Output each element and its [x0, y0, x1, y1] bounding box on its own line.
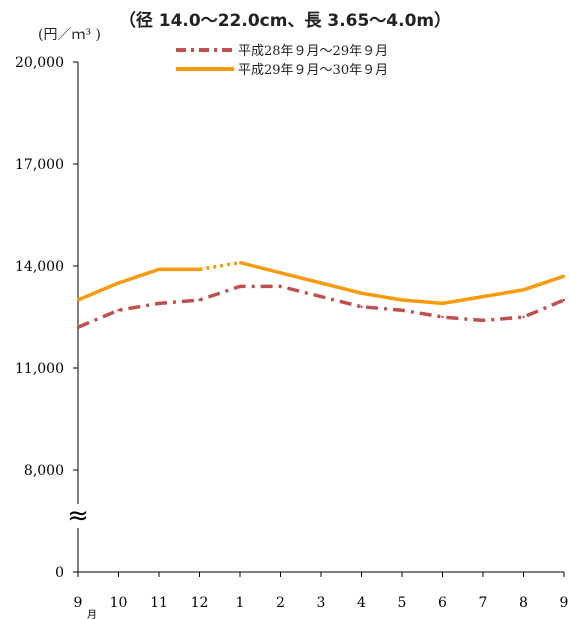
series-1-point-10 [481, 319, 485, 322]
x-tick-label-4: 1 [236, 595, 245, 611]
legend-label-series-1: 平成28年９月～29年９月 [238, 44, 389, 59]
x-tick-label-8: 5 [398, 595, 407, 611]
legend-item-series-1: 平成28年９月～29年９月 [174, 40, 388, 59]
x-tick-label-11: 8 [519, 595, 528, 611]
legend-item-series-2: 平成29年９月～30年９月 [174, 59, 388, 78]
series-1-point-9 [441, 315, 444, 319]
series-2-point-2 [157, 268, 161, 271]
x-tick-label-5: 2 [276, 595, 285, 611]
y-tick-label-2: 14,000 [15, 259, 64, 275]
legend-swatch-dash-dot [176, 47, 234, 52]
y-tick-label-3: 11,000 [15, 361, 64, 377]
series-1-point-1 [117, 309, 120, 312]
chart-title: （径 14.0〜22.0cm、長 3.65〜4.0m） [118, 11, 452, 31]
x-tick-label-7: 4 [357, 595, 366, 611]
series-2-point-12 [562, 275, 566, 278]
series-1-point-7 [360, 305, 363, 308]
series-1-point-11 [522, 315, 525, 319]
y-tick-label-4: 8,000 [24, 463, 64, 479]
series-1-point-12 [562, 298, 566, 302]
series-2-point-5 [279, 271, 282, 274]
series-1-point-4 [238, 285, 242, 288]
legend-label-series-2: 平成29年９月～30年９月 [238, 63, 389, 78]
series-2-point-9 [441, 302, 444, 305]
x-tick-label-10: 7 [479, 595, 488, 611]
series-1-point-6 [319, 295, 323, 298]
series-2-point-10 [481, 295, 485, 298]
series-2-point-0 [76, 298, 80, 302]
series-2-line-part-1 [199, 260, 241, 272]
series-1-point-5 [279, 285, 282, 288]
x-tick-label-9: 6 [438, 595, 447, 611]
x-tick-label-1: 10 [110, 595, 128, 611]
x-tick-label-2: 11 [150, 595, 168, 611]
x-tick-label-0: 9 [74, 595, 83, 611]
series-2-line-part-0 [77, 267, 200, 302]
series-1-line-part-0 [77, 284, 565, 329]
y-axis-unit-label: (円／ｍ³ ) [38, 27, 101, 43]
x-tick-label-3: 12 [191, 595, 209, 611]
y-tick-label-5: 0 [55, 565, 64, 581]
series-1-point-2 [157, 302, 161, 305]
series-2-point-7 [360, 292, 363, 295]
x-tick-label-6: 3 [317, 595, 326, 611]
axis-break-mark: ≈ [67, 501, 89, 531]
series-2-point-6 [319, 281, 323, 285]
series-2-line-part-2 [239, 260, 565, 306]
series-2-point-1 [117, 281, 120, 285]
series-1-point-0 [76, 326, 80, 329]
series-1-point-3 [198, 298, 201, 302]
legend: 平成28年９月～29年９月 平成29年９月～30年９月 [174, 40, 388, 78]
y-tick-label-0: 20,000 [15, 55, 64, 71]
x-tick-label-12: 9 [560, 595, 569, 611]
y-tick-label-1: 17,000 [15, 157, 64, 173]
series-2-point-8 [400, 298, 404, 302]
series-2-point-4 [238, 261, 242, 264]
series-2-point-3 [198, 268, 201, 271]
x-month-mark: 月 [87, 609, 97, 619]
legend-swatch-solid [176, 66, 234, 71]
series-2-point-11 [522, 288, 525, 291]
series-1-point-8 [400, 309, 404, 312]
